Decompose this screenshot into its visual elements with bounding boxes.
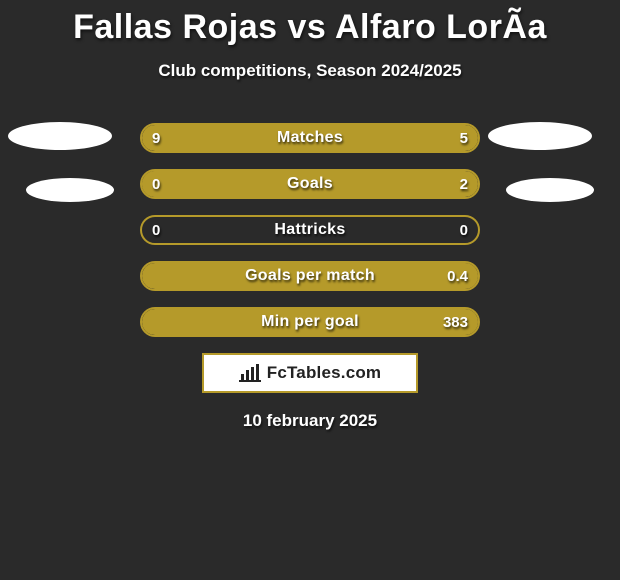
stat-row: 9Matches5	[140, 123, 480, 153]
subtitle: Club competitions, Season 2024/2025	[0, 61, 620, 81]
player-photo-left-2	[26, 178, 114, 202]
stat-row: 0Goals2	[140, 169, 480, 199]
player-photo-right-2	[506, 178, 594, 202]
player-photo-right	[488, 122, 592, 150]
stat-row: 0Hattricks0	[140, 215, 480, 245]
infographic-root: Fallas Rojas vs Alfaro LorÃ­a Club compe…	[0, 0, 620, 580]
player-photo-left	[8, 122, 112, 150]
date-label: 10 february 2025	[0, 411, 620, 431]
fctables-logo[interactable]: FcTables.com	[202, 353, 418, 393]
page-title: Fallas Rojas vs Alfaro LorÃ­a	[0, 8, 620, 47]
logo-text: FcTables.com	[267, 363, 382, 383]
stat-value-right: 2	[424, 171, 468, 197]
stat-value-right: 5	[424, 125, 468, 151]
stat-row: Min per goal383	[140, 307, 480, 337]
stat-value-right: 0.4	[424, 263, 468, 289]
stat-value-right: 0	[424, 217, 468, 243]
bar-chart-icon	[239, 364, 261, 382]
stat-value-right: 383	[424, 309, 468, 335]
stat-row: Goals per match0.4	[140, 261, 480, 291]
